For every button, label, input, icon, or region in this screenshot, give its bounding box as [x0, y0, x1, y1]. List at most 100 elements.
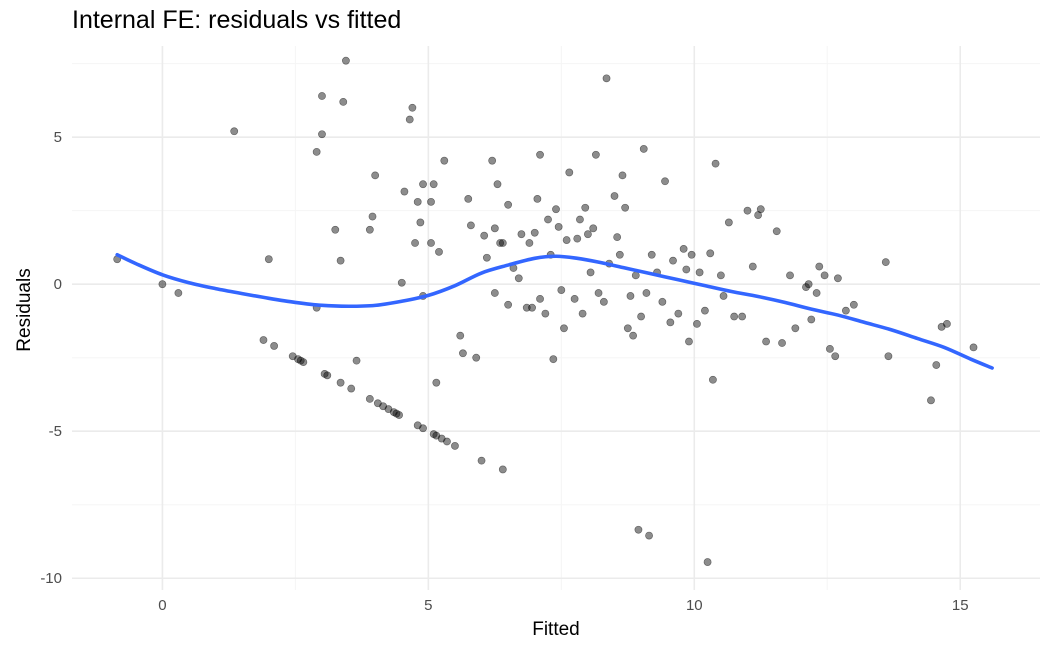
- data-point: [709, 375, 717, 384]
- data-point: [756, 205, 765, 214]
- data-point: [552, 205, 560, 214]
- data-point: [419, 424, 427, 433]
- data-point: [602, 74, 611, 83]
- data-point: [339, 97, 348, 106]
- data-point: [419, 180, 427, 189]
- data-point: [637, 312, 645, 321]
- data-point: [589, 224, 598, 233]
- data-point: [264, 255, 273, 264]
- data-point: [591, 150, 600, 159]
- data-point: [706, 249, 715, 258]
- data-point: [318, 92, 326, 100]
- data-point: [881, 258, 890, 267]
- data-point: [525, 239, 534, 247]
- data-point: [626, 292, 635, 300]
- data-point: [443, 437, 451, 446]
- data-point: [504, 300, 513, 309]
- data-point: [772, 227, 781, 236]
- data-point: [695, 268, 704, 277]
- data-point: [416, 218, 425, 227]
- data-point: [631, 271, 640, 280]
- data-point: [719, 292, 728, 300]
- data-point: [408, 103, 417, 112]
- data-point: [693, 319, 701, 328]
- data-point: [451, 442, 459, 450]
- data-point: [682, 265, 691, 274]
- data-point: [634, 525, 643, 534]
- data-point: [405, 115, 414, 124]
- data-point: [536, 294, 544, 303]
- data-point: [639, 145, 648, 153]
- data-point: [427, 239, 435, 247]
- data-point: [943, 319, 951, 328]
- data-point: [493, 180, 502, 189]
- data-point: [610, 192, 619, 200]
- data-point: [158, 280, 167, 289]
- major-gridlines: [72, 46, 1040, 590]
- data-point: [802, 283, 810, 292]
- data-point: [397, 278, 406, 287]
- y-tick-label: 0: [54, 276, 62, 293]
- data-point: [456, 331, 465, 340]
- y-tick-label: -10: [40, 570, 62, 587]
- data-point: [440, 156, 449, 165]
- residual-points: [113, 56, 978, 566]
- data-point: [748, 262, 757, 271]
- data-point: [849, 300, 858, 309]
- data-point: [368, 212, 377, 221]
- data-point: [642, 289, 651, 297]
- data-point: [661, 177, 669, 186]
- x-tick-label: 10: [686, 597, 703, 614]
- data-point: [621, 203, 630, 212]
- data-point: [815, 262, 824, 271]
- data-point: [528, 303, 536, 312]
- data-point: [762, 337, 770, 346]
- data-point: [645, 531, 653, 540]
- data-point: [820, 271, 829, 280]
- data-point: [615, 250, 624, 259]
- x-tick-label: 5: [424, 597, 432, 614]
- data-point: [429, 180, 438, 189]
- data-point: [490, 224, 499, 233]
- data-point: [833, 274, 842, 283]
- data-point: [522, 303, 531, 312]
- data-point: [432, 378, 441, 387]
- data-point: [312, 147, 321, 156]
- data-point: [778, 339, 786, 347]
- data-point: [841, 306, 850, 315]
- data-point: [586, 268, 595, 277]
- data-point: [299, 358, 308, 367]
- data-point: [365, 394, 374, 403]
- data-point: [230, 127, 239, 136]
- data-point: [576, 215, 584, 224]
- x-tick-label: 0: [158, 597, 166, 614]
- y-tick-label: 5: [54, 129, 62, 146]
- data-point: [331, 225, 340, 234]
- data-point: [613, 233, 622, 242]
- data-point: [581, 203, 590, 212]
- data-point: [703, 558, 712, 566]
- data-point: [318, 130, 326, 139]
- data-point: [514, 274, 523, 283]
- data-point: [472, 353, 481, 362]
- data-point: [724, 218, 733, 227]
- data-point: [565, 168, 574, 177]
- data-point: [488, 156, 497, 165]
- data-point: [738, 312, 747, 321]
- data-point: [629, 331, 638, 340]
- data-point: [669, 256, 677, 265]
- x-tick-label: 15: [952, 597, 969, 614]
- data-point: [618, 171, 627, 180]
- y-axis-title: Residuals: [14, 268, 35, 351]
- data-point: [573, 234, 582, 243]
- data-point: [336, 256, 345, 265]
- data-point: [969, 343, 978, 352]
- data-point: [562, 236, 571, 244]
- data-point: [352, 356, 361, 365]
- data-point: [496, 239, 505, 247]
- data-point: [674, 309, 683, 318]
- data-point: [336, 378, 345, 387]
- smooth-curve-layer: [115, 252, 994, 370]
- data-point: [804, 280, 813, 289]
- data-point: [687, 250, 696, 259]
